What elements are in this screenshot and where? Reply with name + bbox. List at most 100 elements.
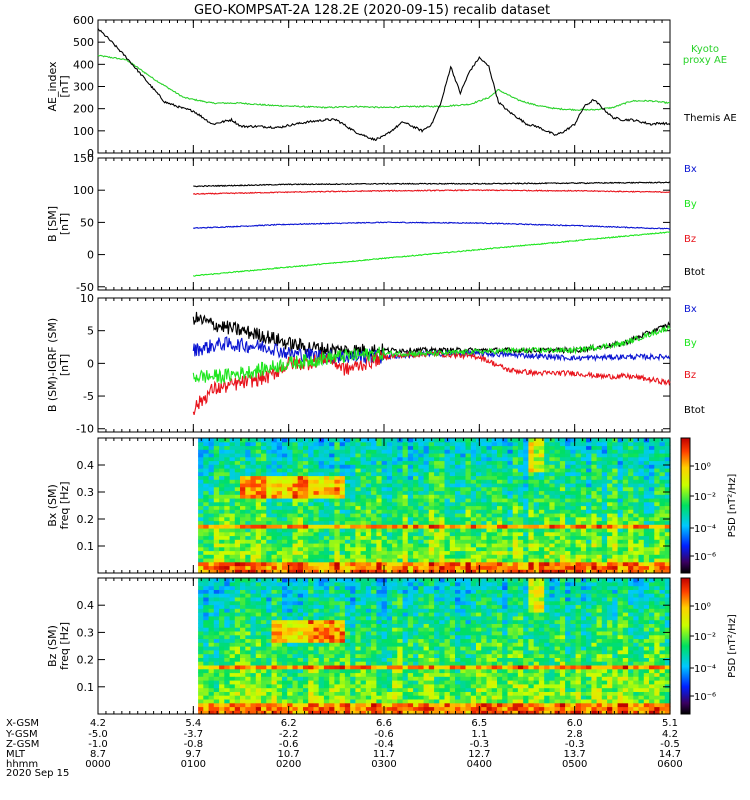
bx-spectrogram-cell bbox=[601, 468, 608, 473]
bx-spectrogram-cell bbox=[360, 453, 367, 458]
bx-spectrogram-cell bbox=[376, 520, 383, 525]
bx-spectrogram-cell bbox=[386, 550, 393, 555]
bx-spectrogram-cell bbox=[413, 505, 419, 510]
bz-spectrogram-cell bbox=[240, 585, 246, 590]
bx-spectrogram-cell bbox=[628, 535, 634, 540]
bx-spectrogram-cell bbox=[565, 546, 571, 552]
bx-spectrogram-cell bbox=[397, 531, 404, 537]
bz-spectrogram-cell bbox=[240, 706, 246, 711]
bx-spectrogram-cell bbox=[344, 494, 351, 499]
bx-spectrogram-cell bbox=[559, 498, 566, 503]
bx-spectrogram-cell bbox=[418, 535, 425, 540]
bx-spectrogram-cell bbox=[486, 535, 493, 540]
bx-spectrogram-cell bbox=[355, 543, 362, 548]
bx-spectrogram-cell bbox=[565, 464, 571, 469]
bx-spectrogram-cell bbox=[261, 464, 267, 469]
bx-spectrogram-cell bbox=[586, 445, 592, 450]
bx-spectrogram-cell bbox=[329, 565, 335, 570]
bx-spectrogram-cell bbox=[601, 453, 608, 458]
bx-spectrogram-cell bbox=[465, 449, 472, 454]
bx-spectrogram-cell bbox=[250, 531, 257, 537]
bx-spectrogram-cell bbox=[638, 531, 645, 537]
bx-spectrogram-cell bbox=[507, 561, 514, 567]
bx-spectrogram-cell bbox=[245, 471, 252, 477]
bx-spectrogram-cell bbox=[591, 550, 598, 555]
bx-spectrogram-cell bbox=[386, 438, 393, 443]
bx-spectrogram-cell bbox=[596, 479, 603, 484]
bz-spectrogram-cell bbox=[229, 615, 236, 621]
bx-spectrogram-cell bbox=[266, 479, 273, 484]
bx-spectrogram-cell bbox=[303, 513, 309, 518]
bx-spectrogram-cell bbox=[329, 438, 335, 443]
bx-spectrogram-cell bbox=[507, 546, 514, 552]
bx-spectrogram-cell bbox=[596, 498, 603, 503]
bz-spectrogram-cell bbox=[266, 638, 273, 643]
bz-spectrogram-cell bbox=[292, 661, 299, 666]
bx-spectrogram-cell bbox=[596, 546, 603, 552]
bx-spectrogram-cell bbox=[229, 531, 236, 537]
bx-spectrogram-cell bbox=[266, 486, 273, 492]
bx-spectrogram-cell bbox=[323, 494, 330, 499]
bx-spectrogram-cell bbox=[575, 505, 582, 510]
bz-spectrogram-cell bbox=[297, 676, 304, 681]
bx-spectrogram-cell bbox=[203, 513, 210, 518]
bz-spectrogram-cell bbox=[245, 695, 252, 700]
bx-spectrogram-cell bbox=[517, 539, 524, 544]
bx-spectrogram-cell bbox=[334, 460, 341, 465]
bx-spectrogram-cell bbox=[486, 531, 493, 537]
bx-spectrogram-cell bbox=[250, 524, 257, 529]
bz-spectrogram-cell bbox=[329, 706, 335, 711]
bx-spectrogram-cell bbox=[654, 569, 661, 574]
bz-spectrogram-cell bbox=[292, 683, 299, 689]
bx-spectrogram-cell bbox=[497, 531, 503, 537]
bx-spectrogram-cell bbox=[580, 453, 587, 458]
bz-spectrogram-cell bbox=[308, 653, 314, 658]
bz-spectrogram-cell bbox=[219, 600, 225, 606]
bz-spectrogram-cell bbox=[334, 695, 341, 700]
bx-spectrogram-cell bbox=[649, 531, 655, 537]
bx-spectrogram-cell bbox=[554, 486, 561, 492]
bx-spectrogram-cell bbox=[565, 501, 571, 507]
bx-spectrogram-cell bbox=[303, 445, 309, 450]
bx-spectrogram-cell bbox=[208, 475, 215, 480]
bx-spectrogram-cell bbox=[282, 501, 288, 507]
bx-spectrogram-cell bbox=[245, 505, 252, 510]
bx-spectrogram-cell bbox=[329, 513, 335, 518]
bx-spectrogram-cell bbox=[276, 509, 283, 514]
bx-spectrogram-cell bbox=[250, 483, 257, 488]
bx-spectrogram-cell bbox=[381, 498, 388, 503]
bx-spectrogram-cell bbox=[203, 528, 210, 533]
bx-spectrogram-cell bbox=[224, 486, 231, 492]
bx-spectrogram-cell bbox=[240, 513, 246, 518]
bx-spectrogram-cell bbox=[350, 460, 356, 465]
bx-spectrogram-cell bbox=[638, 501, 645, 507]
bx-spectrogram-cell bbox=[570, 441, 577, 447]
bx-spectrogram-cell bbox=[502, 475, 508, 480]
bx-spectrogram-cell bbox=[428, 456, 435, 462]
bz-spectrogram-cell bbox=[308, 698, 314, 704]
bx-spectrogram-cell bbox=[287, 558, 293, 563]
bz-spectrogram-cell bbox=[250, 585, 257, 590]
bx-spectrogram-cell bbox=[365, 535, 372, 540]
bz-spectrogram-cell bbox=[287, 600, 293, 606]
bz-spectrogram-cell bbox=[303, 661, 309, 666]
bx-spectrogram-cell bbox=[376, 524, 383, 529]
bx-spectrogram-cell bbox=[255, 464, 262, 469]
bx-spectrogram-cell bbox=[586, 490, 592, 495]
bx-spectrogram-cell bbox=[517, 471, 524, 477]
bx-spectrogram-cell bbox=[255, 524, 262, 529]
bx-spectrogram-cell bbox=[350, 524, 356, 529]
bx-spectrogram-cell bbox=[434, 543, 440, 548]
bz-spectrogram-cell bbox=[271, 634, 278, 640]
bx-spectrogram-cell bbox=[554, 550, 561, 555]
bx-spectrogram-cell bbox=[213, 486, 220, 492]
bz-spectrogram-cell bbox=[234, 683, 241, 689]
bx-spectrogram-cell bbox=[643, 445, 650, 450]
bx-spectrogram-cell bbox=[234, 528, 241, 533]
bx-spectrogram-cell bbox=[465, 569, 472, 574]
bx-spectrogram-cell bbox=[371, 550, 377, 555]
bx-spectrogram-cell bbox=[507, 494, 514, 499]
bz-spectrogram-cell bbox=[292, 672, 299, 677]
bx-spectrogram-cell bbox=[538, 569, 545, 574]
bx-spectrogram-cell bbox=[517, 546, 524, 552]
